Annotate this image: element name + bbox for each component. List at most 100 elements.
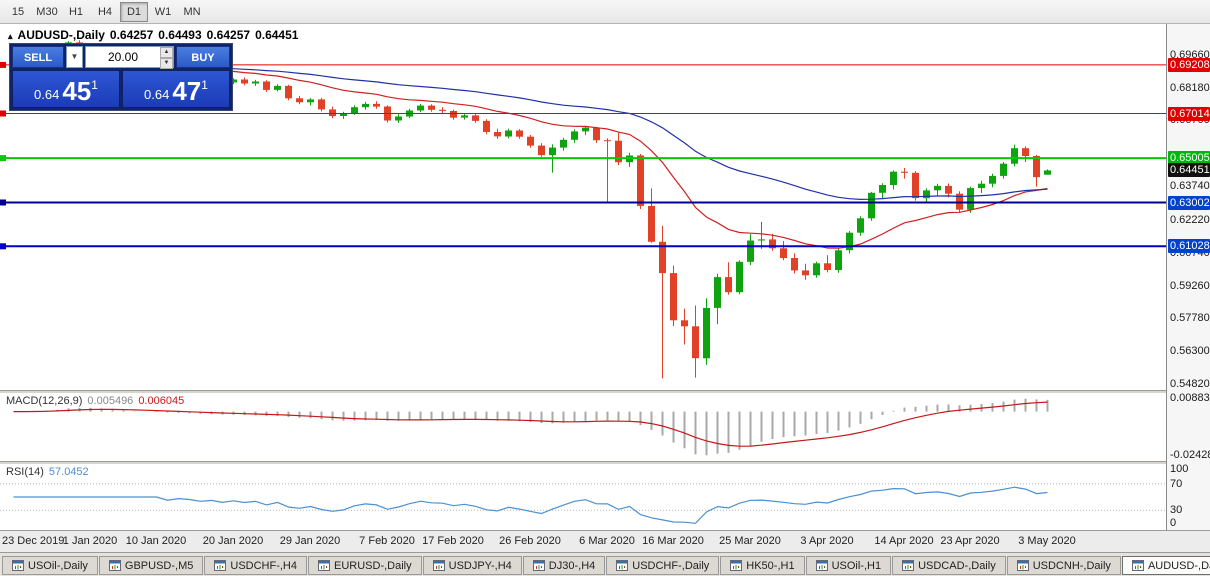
chart-tab[interactable]: USOil-,H1 [805,556,892,575]
date-label: 23 Dec 2019 [2,535,65,547]
timeframe-button-D1[interactable]: D1 [120,1,148,22]
price-scale-label: 0.63740 [1170,180,1210,192]
chart-tab[interactable]: EURUSD-,Daily [308,556,422,575]
ohlc-low: 0.64257 [206,28,251,42]
macd-pane[interactable]: MACD(12,26,9) 0.005496 0.006045 [0,393,1166,461]
sell-price-display[interactable]: 0.64 45 1 [12,70,120,108]
price-scale-label: 0.68180 [1170,82,1210,94]
price-level-badge[interactable]: 0.65005 [1168,151,1210,165]
chart-window-icon [12,560,24,571]
price-scale-label: 0.57780 [1170,312,1210,324]
one-click-trading-panel: SELL ▼ ▲ ▼ BUY 0.64 45 1 0.64 47 1 [10,44,232,110]
spinner-down-icon[interactable]: ▼ [160,58,173,69]
timeframe-button-W1[interactable]: W1 [154,5,172,18]
price-scale-label: 0.62220 [1170,214,1210,226]
chevron-down-icon: ▼ [70,52,79,61]
pane-splitter[interactable] [0,461,1210,464]
timeframe-button-H1[interactable]: H1 [68,5,84,18]
chart-ohlc-header: ▴ AUDUSD-,Daily 0.64257 0.64493 0.64257 0.644… [8,28,303,42]
chart-tab[interactable]: DJ30-,H4 [522,556,606,575]
chart-tab[interactable]: AUDUSD-,Daily [1121,556,1210,575]
chart-window-icon [318,560,330,571]
timeframe-button-M30[interactable]: M30 [36,5,58,18]
date-label: 10 Jan 2020 [125,535,187,547]
volume-control: ▲ ▼ [85,46,174,69]
chart-tab-label: HK50-,H1 [746,559,795,572]
sell-price-point: 1 [91,78,98,92]
date-label: 14 Apr 2020 [874,535,934,547]
sell-price-pips: 45 [62,76,92,106]
chart-tab[interactable]: USDCAD-,Daily [892,556,1006,575]
price-level-badge[interactable]: 0.67014 [1168,107,1210,121]
macd-signal-value: 0.006045 [138,395,185,407]
chart-tab-label: USOil-,H1 [831,559,882,572]
macd-scale-label: 0.00883 [1170,392,1210,404]
chart-window-icon [1016,560,1029,571]
price-scale-label: 0.54820 [1170,378,1210,390]
timeframe-button-MN[interactable]: MN [183,5,201,18]
chart-tab-label: USDCAD-,Daily [918,559,996,572]
date-label: 3 May 2020 [1018,535,1076,547]
date-label: 3 Apr 2020 [800,535,854,547]
chart-tab-label: USOil-,Daily [28,559,88,572]
ohlc-high: 0.64493 [158,28,202,42]
chart-tab-label: USDJPY-,H4 [448,559,512,572]
chart-symbol-label: AUDUSD-,Daily [17,28,105,42]
rsi-header: RSI(14) 57.0452 [6,466,89,478]
date-label: 17 Feb 2020 [422,535,484,547]
price-level-badge[interactable]: 0.61028 [1168,239,1210,253]
timeframe-button-H4[interactable]: H4 [97,5,113,18]
price-scale[interactable]: 0.696600.681800.667000.637400.622200.607… [1166,24,1210,530]
oneclick-collapse-icon[interactable]: ▴ [8,31,13,41]
date-label: 20 Jan 2020 [202,535,264,547]
chart-tab[interactable]: HK50-,H1 [720,556,805,575]
chart-tab-label: USDCHF-,H4 [230,559,297,572]
sell-price-base: 0.64 [34,87,60,102]
pane-splitter[interactable] [0,390,1210,393]
rsi-scale-label: 30 [1170,504,1183,516]
current-price-badge[interactable]: 0.64451 [1168,163,1210,177]
chart-tab[interactable]: USDJPY-,H4 [422,556,522,575]
chart-tab[interactable]: USOil-,Daily [2,556,98,575]
sell-button[interactable]: SELL [12,46,64,68]
order-type-dropdown[interactable]: ▼ [66,46,83,68]
macd-main-value: 0.005496 [87,395,134,407]
volume-input[interactable] [86,47,160,67]
main-chart-pane[interactable]: ▴ AUDUSD-,Daily 0.64257 0.64493 0.64257 0.644… [0,24,1166,390]
macd-canvas[interactable] [0,393,1166,461]
chart-window-icon [532,560,545,571]
date-label: 25 Mar 2020 [719,535,781,547]
chart-tab[interactable]: USDCNH-,Daily [1006,556,1121,575]
price-scale-label: 0.59260 [1170,280,1210,292]
macd-header: MACD(12,26,9) 0.005496 0.006045 [6,395,184,407]
chart-tab-label: USDCHF-,Daily [632,559,710,572]
buy-button[interactable]: BUY [176,46,230,68]
chart-window-icon [730,560,743,571]
rsi-value: 57.0452 [48,466,89,478]
price-level-badge[interactable]: 0.63002 [1168,196,1210,210]
buy-price-point: 1 [201,78,208,92]
chart-window-icon [214,560,227,571]
date-scale[interactable]: 23 Dec 2019 1 Jan 2020 10 Jan 2020 20 Jan 2… [0,530,1210,552]
buy-price-pips: 47 [172,76,202,106]
buy-price-display[interactable]: 0.64 47 1 [122,70,230,108]
rsi-canvas[interactable] [0,464,1166,530]
timeframe-toolbar: 15 M30 H1 H4 D1 W1 MN [0,0,1210,24]
timeframe-button-15[interactable]: 15 [11,5,25,18]
timeframe-buttons: 15 M30 H1 H4 D1 W1 MN [4,1,206,22]
chart-tab-label: EURUSD-,Daily [334,559,412,572]
rsi-pane[interactable]: RSI(14) 57.0452 [0,464,1166,530]
spinner-up-icon[interactable]: ▲ [160,47,173,58]
chart-tab[interactable]: USDCHF-,Daily [606,556,720,575]
chart-tab-label: GBPUSD-,M5 [124,559,194,572]
chart-tabs-bar: USOil-,Daily GBPUSD-,M5 USDCHF-,H4 EURUSD-,… [0,552,1210,576]
chart-tab[interactable]: GBPUSD-,M5 [98,556,204,575]
date-label: 16 Mar 2020 [642,535,704,547]
chart-tab[interactable]: USDCHF-,H4 [204,556,307,575]
volume-spinner: ▲ ▼ [160,47,173,69]
price-level-badge[interactable]: 0.69208 [1168,58,1210,72]
rsi-scale-label: 100 [1170,463,1189,475]
date-label: 26 Feb 2020 [499,535,561,547]
ohlc-close: 0.64451 [255,28,299,42]
